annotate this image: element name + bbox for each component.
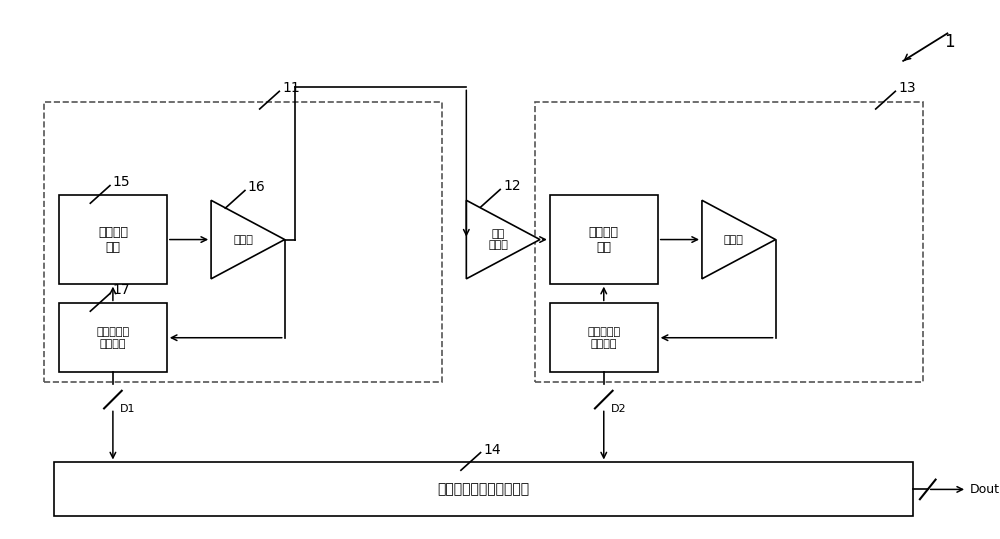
- Bar: [59, 303, 167, 372]
- Bar: [44, 102, 442, 382]
- Text: 16: 16: [248, 181, 266, 195]
- Bar: [59, 195, 167, 284]
- Text: 15: 15: [113, 176, 131, 190]
- Text: 寄存及逃辑
控制单元: 寄存及逃辑 控制单元: [587, 327, 620, 349]
- Bar: [535, 102, 923, 382]
- Text: 13: 13: [898, 81, 916, 95]
- Bar: [550, 195, 658, 284]
- Text: 14: 14: [484, 443, 501, 457]
- Text: 12: 12: [503, 179, 521, 194]
- Text: 1: 1: [944, 33, 954, 51]
- Text: 寄存及逃辑
控制单元: 寄存及逃辑 控制单元: [96, 327, 129, 349]
- Bar: [550, 303, 658, 372]
- Polygon shape: [702, 201, 776, 279]
- Polygon shape: [466, 201, 540, 279]
- Text: D2: D2: [611, 404, 626, 414]
- Text: D1: D1: [120, 404, 135, 414]
- Text: 11: 11: [282, 81, 300, 95]
- Text: 比较器: 比较器: [724, 234, 744, 245]
- Text: 残差
放大器: 残差 放大器: [488, 229, 508, 250]
- Polygon shape: [211, 201, 285, 279]
- Bar: [54, 462, 913, 516]
- Text: Dout: Dout: [970, 483, 1000, 496]
- Text: 数字码误差修正逃辑单元: 数字码误差修正逃辑单元: [437, 482, 530, 496]
- Text: 电容阵列
单元: 电容阵列 单元: [589, 225, 619, 253]
- Text: 电容阵列
单元: 电容阵列 单元: [98, 225, 128, 253]
- Text: 比较器: 比较器: [233, 234, 253, 245]
- Text: 17: 17: [113, 284, 131, 298]
